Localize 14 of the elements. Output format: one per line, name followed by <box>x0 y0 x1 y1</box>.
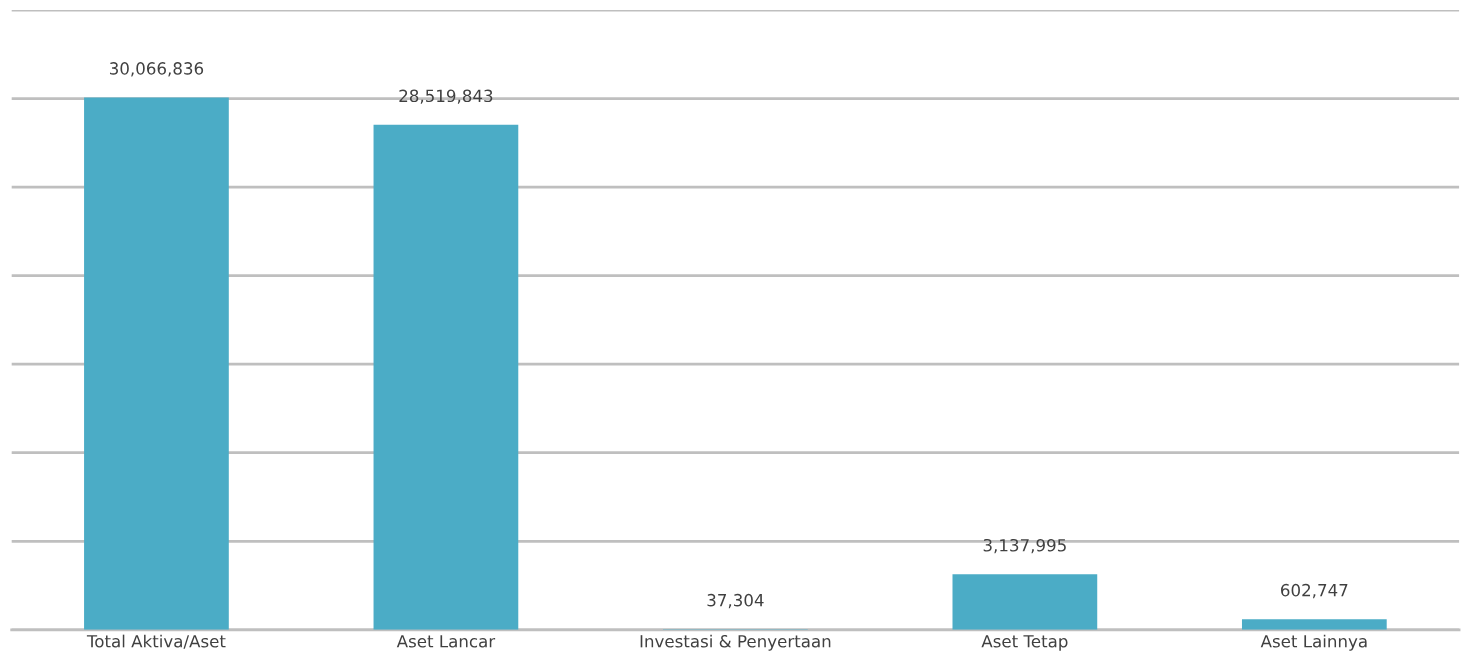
x-tick-label: Aset Lancar <box>396 635 496 648</box>
data-label: 30,066,836 <box>109 62 204 77</box>
bar <box>952 574 1098 630</box>
x-tick-label: Aset Tetap <box>981 635 1068 651</box>
data-label: 602,747 <box>1281 583 1348 599</box>
x-tick-label: Total Aktiva/Aset <box>86 634 226 649</box>
bar <box>1241 619 1387 630</box>
x-tick-label: Aset Lainnya <box>1260 634 1367 651</box>
data-label: 3,137,995 <box>983 538 1066 554</box>
data-label: 37,304 <box>707 593 764 609</box>
x-tick-label: Investasi & Penyertaan <box>640 634 831 651</box>
data-label: 28,519,843 <box>399 89 493 104</box>
bar <box>84 97 229 630</box>
bar <box>373 124 519 630</box>
